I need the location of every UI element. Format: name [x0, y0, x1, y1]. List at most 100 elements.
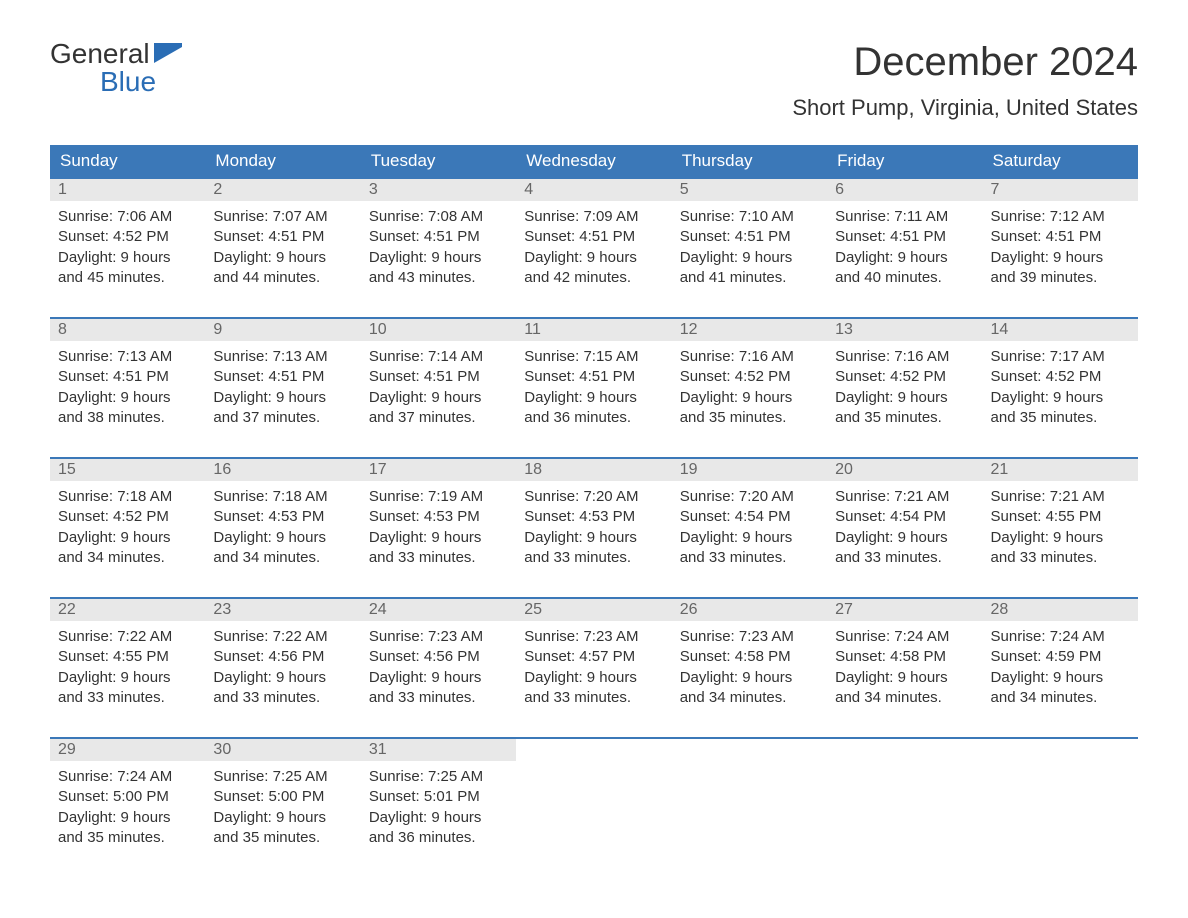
day-cell: 3Sunrise: 7:08 AMSunset: 4:51 PMDaylight… [361, 179, 516, 299]
day-body: Sunrise: 7:21 AMSunset: 4:55 PMDaylight:… [983, 481, 1138, 576]
day-number: 23 [205, 599, 360, 621]
sunrise-text: Sunrise: 7:20 AM [524, 487, 663, 507]
day-number: 16 [205, 459, 360, 481]
daylight-line1: Daylight: 9 hours [991, 668, 1130, 688]
day-cell: 28Sunrise: 7:24 AMSunset: 4:59 PMDayligh… [983, 599, 1138, 719]
daylight-line2: and 33 minutes. [369, 548, 508, 568]
daylight-line2: and 34 minutes. [680, 688, 819, 708]
daylight-line2: and 34 minutes. [835, 688, 974, 708]
daylight-line2: and 34 minutes. [213, 548, 352, 568]
day-cell: 6Sunrise: 7:11 AMSunset: 4:51 PMDaylight… [827, 179, 982, 299]
day-body: Sunrise: 7:07 AMSunset: 4:51 PMDaylight:… [205, 201, 360, 296]
sunset-text: Sunset: 5:00 PM [58, 787, 197, 807]
day-cell: 30Sunrise: 7:25 AMSunset: 5:00 PMDayligh… [205, 739, 360, 859]
daylight-line2: and 33 minutes. [991, 548, 1130, 568]
day-cell: 25Sunrise: 7:23 AMSunset: 4:57 PMDayligh… [516, 599, 671, 719]
daylight-line1: Daylight: 9 hours [835, 668, 974, 688]
sunset-text: Sunset: 4:51 PM [58, 367, 197, 387]
day-number: 20 [827, 459, 982, 481]
daylight-line2: and 44 minutes. [213, 268, 352, 288]
daylight-line1: Daylight: 9 hours [213, 248, 352, 268]
day-body: Sunrise: 7:18 AMSunset: 4:52 PMDaylight:… [50, 481, 205, 576]
day-cell: 14Sunrise: 7:17 AMSunset: 4:52 PMDayligh… [983, 319, 1138, 439]
day-body: Sunrise: 7:09 AMSunset: 4:51 PMDaylight:… [516, 201, 671, 296]
daylight-line2: and 39 minutes. [991, 268, 1130, 288]
logo-text-general: General [50, 40, 150, 68]
sunrise-text: Sunrise: 7:24 AM [58, 767, 197, 787]
day-body: Sunrise: 7:24 AMSunset: 5:00 PMDaylight:… [50, 761, 205, 856]
day-body: Sunrise: 7:15 AMSunset: 4:51 PMDaylight:… [516, 341, 671, 436]
day-number: 21 [983, 459, 1138, 481]
day-body: Sunrise: 7:22 AMSunset: 4:55 PMDaylight:… [50, 621, 205, 716]
daylight-line1: Daylight: 9 hours [369, 388, 508, 408]
sunset-text: Sunset: 4:53 PM [369, 507, 508, 527]
sunset-text: Sunset: 4:51 PM [835, 227, 974, 247]
day-number: 13 [827, 319, 982, 341]
daylight-line2: and 33 minutes. [680, 548, 819, 568]
sunset-text: Sunset: 4:51 PM [213, 227, 352, 247]
day-cell: 24Sunrise: 7:23 AMSunset: 4:56 PMDayligh… [361, 599, 516, 719]
sunrise-text: Sunrise: 7:12 AM [991, 207, 1130, 227]
day-body: Sunrise: 7:11 AMSunset: 4:51 PMDaylight:… [827, 201, 982, 296]
daylight-line1: Daylight: 9 hours [58, 248, 197, 268]
sunrise-text: Sunrise: 7:25 AM [213, 767, 352, 787]
day-body: Sunrise: 7:10 AMSunset: 4:51 PMDaylight:… [672, 201, 827, 296]
day-cell: 13Sunrise: 7:16 AMSunset: 4:52 PMDayligh… [827, 319, 982, 439]
week-row: 8Sunrise: 7:13 AMSunset: 4:51 PMDaylight… [50, 317, 1138, 439]
sunset-text: Sunset: 5:00 PM [213, 787, 352, 807]
sunset-text: Sunset: 4:51 PM [524, 227, 663, 247]
day-cell: 27Sunrise: 7:24 AMSunset: 4:58 PMDayligh… [827, 599, 982, 719]
weekday-tuesday: Tuesday [361, 145, 516, 177]
daylight-line1: Daylight: 9 hours [524, 528, 663, 548]
sunrise-text: Sunrise: 7:22 AM [213, 627, 352, 647]
day-cell: 17Sunrise: 7:19 AMSunset: 4:53 PMDayligh… [361, 459, 516, 579]
daylight-line2: and 35 minutes. [213, 828, 352, 848]
day-cell: 4Sunrise: 7:09 AMSunset: 4:51 PMDaylight… [516, 179, 671, 299]
sunrise-text: Sunrise: 7:21 AM [991, 487, 1130, 507]
sunset-text: Sunset: 4:58 PM [835, 647, 974, 667]
day-number: 3 [361, 179, 516, 201]
weekday-saturday: Saturday [983, 145, 1138, 177]
sunrise-text: Sunrise: 7:06 AM [58, 207, 197, 227]
sunset-text: Sunset: 4:51 PM [680, 227, 819, 247]
day-number: 1 [50, 179, 205, 201]
sunset-text: Sunset: 4:56 PM [213, 647, 352, 667]
daylight-line2: and 40 minutes. [835, 268, 974, 288]
sunrise-text: Sunrise: 7:09 AM [524, 207, 663, 227]
daylight-line2: and 42 minutes. [524, 268, 663, 288]
day-body: Sunrise: 7:20 AMSunset: 4:54 PMDaylight:… [672, 481, 827, 576]
day-number: 2 [205, 179, 360, 201]
day-cell: 1Sunrise: 7:06 AMSunset: 4:52 PMDaylight… [50, 179, 205, 299]
sunrise-text: Sunrise: 7:23 AM [369, 627, 508, 647]
day-number: 12 [672, 319, 827, 341]
day-number: 29 [50, 739, 205, 761]
day-cell: 23Sunrise: 7:22 AMSunset: 4:56 PMDayligh… [205, 599, 360, 719]
daylight-line1: Daylight: 9 hours [369, 668, 508, 688]
daylight-line1: Daylight: 9 hours [524, 668, 663, 688]
sunset-text: Sunset: 4:51 PM [369, 367, 508, 387]
day-cell: 20Sunrise: 7:21 AMSunset: 4:54 PMDayligh… [827, 459, 982, 579]
sunset-text: Sunset: 4:51 PM [369, 227, 508, 247]
day-number: 25 [516, 599, 671, 621]
day-body: Sunrise: 7:22 AMSunset: 4:56 PMDaylight:… [205, 621, 360, 716]
empty-cell [827, 739, 982, 859]
sunset-text: Sunset: 4:54 PM [680, 507, 819, 527]
sunrise-text: Sunrise: 7:20 AM [680, 487, 819, 507]
day-body: Sunrise: 7:21 AMSunset: 4:54 PMDaylight:… [827, 481, 982, 576]
daylight-line1: Daylight: 9 hours [991, 248, 1130, 268]
sunrise-text: Sunrise: 7:19 AM [369, 487, 508, 507]
day-cell: 19Sunrise: 7:20 AMSunset: 4:54 PMDayligh… [672, 459, 827, 579]
day-cell: 22Sunrise: 7:22 AMSunset: 4:55 PMDayligh… [50, 599, 205, 719]
sunrise-text: Sunrise: 7:15 AM [524, 347, 663, 367]
sunrise-text: Sunrise: 7:23 AM [524, 627, 663, 647]
day-number: 31 [361, 739, 516, 761]
day-body: Sunrise: 7:23 AMSunset: 4:56 PMDaylight:… [361, 621, 516, 716]
day-body: Sunrise: 7:08 AMSunset: 4:51 PMDaylight:… [361, 201, 516, 296]
daylight-line1: Daylight: 9 hours [213, 668, 352, 688]
sunset-text: Sunset: 4:52 PM [835, 367, 974, 387]
day-number: 14 [983, 319, 1138, 341]
daylight-line2: and 33 minutes. [524, 688, 663, 708]
day-number: 24 [361, 599, 516, 621]
empty-cell [983, 739, 1138, 859]
sunrise-text: Sunrise: 7:13 AM [58, 347, 197, 367]
